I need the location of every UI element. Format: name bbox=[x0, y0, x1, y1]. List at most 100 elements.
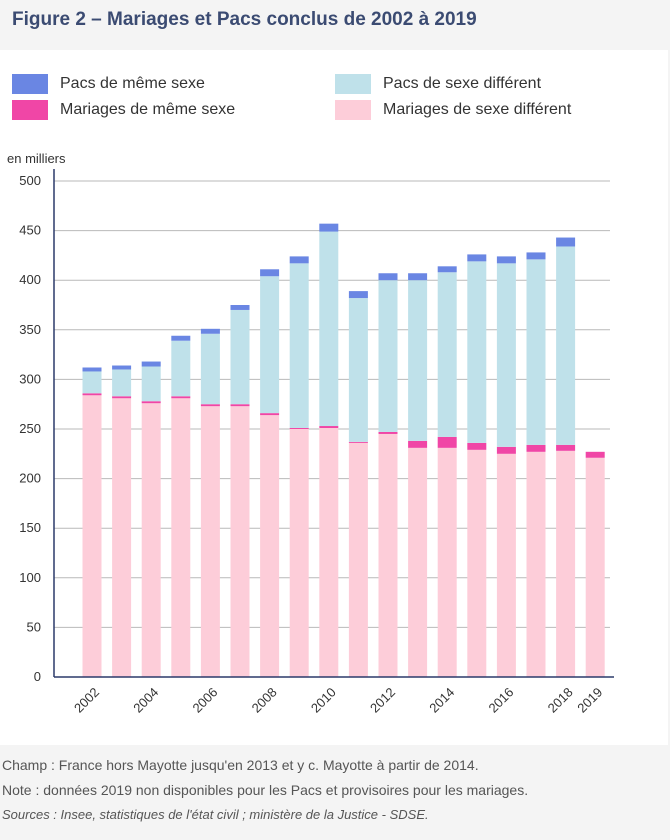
x-tick-label: 2010 bbox=[308, 685, 339, 716]
y-tick-label: 250 bbox=[19, 421, 41, 436]
bar-segment bbox=[437, 447, 457, 677]
bar-segment bbox=[496, 263, 516, 447]
y-tick-label: 100 bbox=[19, 570, 41, 585]
bar-segment bbox=[171, 398, 191, 677]
bar-segment bbox=[112, 365, 132, 370]
bar-segment bbox=[171, 335, 191, 341]
bar-segment bbox=[289, 428, 309, 429]
bar-segment bbox=[526, 259, 546, 445]
legend-swatch bbox=[335, 100, 371, 120]
bar-segment bbox=[319, 428, 339, 677]
y-tick-label: 500 bbox=[19, 173, 41, 188]
bar-segment bbox=[585, 457, 605, 677]
y-axis-unit-label: en milliers bbox=[7, 151, 66, 166]
y-tick-label: 200 bbox=[19, 471, 41, 486]
x-tick-label: 2018 bbox=[545, 685, 576, 716]
legend-swatch bbox=[335, 74, 371, 94]
legend-swatch bbox=[12, 74, 48, 94]
bar-segment bbox=[230, 305, 250, 310]
legend-swatch bbox=[12, 100, 48, 120]
bar-segment bbox=[260, 269, 280, 277]
bar-segment bbox=[467, 254, 487, 262]
x-tick-label: 2016 bbox=[485, 685, 516, 716]
bar-segment bbox=[260, 415, 280, 677]
bar-segment bbox=[112, 398, 132, 677]
x-tick-label: 2019 bbox=[574, 685, 605, 716]
bar-segment bbox=[408, 273, 428, 281]
bar-segment bbox=[348, 291, 368, 299]
bar-segment bbox=[496, 256, 516, 264]
bar-segment bbox=[408, 447, 428, 677]
bar-segment bbox=[200, 404, 220, 407]
y-tick-label: 0 bbox=[34, 669, 41, 684]
legend-label: Pacs de sexe différent bbox=[383, 75, 542, 92]
y-tick-label: 400 bbox=[19, 272, 41, 287]
bar-segment bbox=[378, 431, 398, 434]
bar-segment bbox=[526, 451, 546, 677]
page-title: Figure 2 – Mariages et Pacs conclus de 2… bbox=[12, 9, 477, 30]
bar-segment bbox=[408, 280, 428, 441]
bar-segment bbox=[467, 449, 487, 677]
bar-segment bbox=[556, 237, 576, 247]
bar-segment bbox=[171, 396, 191, 399]
bar-segment bbox=[230, 309, 250, 405]
bar-segment bbox=[200, 333, 220, 405]
bar-segment bbox=[82, 371, 102, 394]
x-tick-label: 2006 bbox=[189, 685, 220, 716]
x-tick-label: 2014 bbox=[426, 685, 457, 716]
legend-label: Pacs de même sexe bbox=[60, 75, 205, 92]
y-tick-label: 150 bbox=[19, 520, 41, 535]
bar-segment bbox=[319, 426, 339, 429]
bar-segment bbox=[408, 440, 428, 448]
bar-segment bbox=[378, 433, 398, 677]
bar-segment bbox=[526, 252, 546, 260]
bar-segment bbox=[496, 453, 516, 677]
x-tick-label: 2008 bbox=[249, 685, 280, 716]
bar-segment bbox=[348, 298, 368, 442]
bar-segment bbox=[200, 328, 220, 334]
y-tick-label: 350 bbox=[19, 322, 41, 337]
bar-segment bbox=[319, 223, 339, 232]
bar-segment bbox=[289, 429, 309, 677]
bar-segment bbox=[82, 367, 102, 372]
bar-segment bbox=[82, 393, 102, 396]
bar-segment bbox=[141, 403, 161, 677]
note-sources: Sources : Insee, statistiques de l'état … bbox=[2, 807, 429, 822]
y-tick-label: 450 bbox=[19, 223, 41, 238]
bar-segment bbox=[141, 361, 161, 367]
bar-segment bbox=[319, 231, 339, 427]
bar-segment bbox=[82, 395, 102, 677]
bar-segment bbox=[378, 280, 398, 432]
bar-segment bbox=[378, 273, 398, 281]
bar-segment bbox=[289, 256, 309, 264]
y-tick-label: 300 bbox=[19, 371, 41, 386]
bar-segment bbox=[437, 272, 457, 437]
bar-segment bbox=[112, 396, 132, 399]
bar-segment bbox=[171, 340, 191, 397]
bar-segment bbox=[526, 444, 546, 452]
bar-segment bbox=[348, 442, 368, 677]
bar-segment bbox=[260, 413, 280, 416]
bar-segment bbox=[467, 442, 487, 450]
bar-segment bbox=[585, 451, 605, 458]
bar-segment bbox=[467, 261, 487, 443]
bar-segment bbox=[348, 441, 368, 443]
bar-segment bbox=[437, 436, 457, 448]
legend-label: Mariages de sexe différent bbox=[383, 101, 572, 118]
x-tick-label: 2004 bbox=[130, 685, 161, 716]
bar-segment bbox=[112, 369, 132, 397]
x-tick-label: 2002 bbox=[71, 685, 102, 716]
bar-segment bbox=[496, 446, 516, 454]
y-tick-label: 50 bbox=[27, 619, 41, 634]
note-champ: Champ : France hors Mayotte jusqu'en 201… bbox=[2, 757, 479, 773]
bar-segment bbox=[230, 404, 250, 407]
bar-segment bbox=[556, 450, 576, 677]
bar-segment bbox=[230, 406, 250, 677]
note-data: Note : données 2019 non disponibles pour… bbox=[2, 782, 529, 798]
stacked-bar-chart: 0 50 100 150 200 250 300 350 400 450 500 2002 2004 20… bbox=[19, 169, 614, 716]
bar-segment bbox=[556, 444, 576, 451]
legend-label: Mariages de même sexe bbox=[60, 101, 236, 118]
chart-panel: Pacs de même sexe Pacs de sexe différent… bbox=[0, 50, 668, 745]
x-tick-label: 2012 bbox=[367, 685, 398, 716]
bar-segment bbox=[556, 246, 576, 445]
